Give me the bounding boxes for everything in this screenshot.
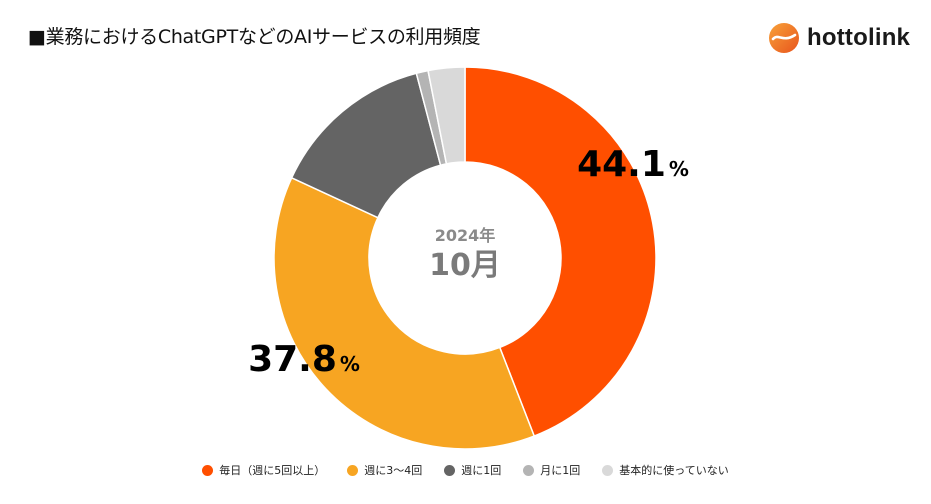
legend-item-not-used: 基本的に使っていない — [602, 462, 729, 478]
legend-label-3-4-per-week: 週に3～4回 — [364, 464, 423, 477]
slice-3-4-per-week — [273, 176, 536, 450]
legend-label-not-used: 基本的に使っていない — [619, 464, 729, 477]
center-month-label: 10月 — [429, 248, 501, 283]
legend-swatch-3-4-per-week — [347, 464, 359, 476]
center-year-label: 2024年 — [435, 226, 496, 245]
legend-item-once-per-month: 月に1回 — [523, 462, 580, 478]
slice-not-used — [427, 66, 466, 165]
data-label-3-4-per-week: 37.8% — [248, 339, 360, 380]
legend-swatch-not-used — [602, 464, 614, 476]
legend-swatch-daily — [202, 464, 214, 476]
legend-swatch-once-per-month — [523, 464, 535, 476]
legend-label-once-per-week: 週に1回 — [461, 464, 502, 477]
legend-item-daily: 毎日（週に5回以上） — [202, 462, 325, 478]
brand: hottolink — [768, 22, 910, 54]
data-label-daily: 44.1% — [577, 144, 689, 185]
data-label-3-4-value: 37.8 — [248, 339, 337, 380]
donut-slices — [273, 66, 657, 450]
data-label-daily-unit: % — [669, 157, 689, 181]
slice-daily — [464, 66, 657, 437]
legend-item-once-per-week: 週に1回 — [444, 462, 501, 478]
legend-label-daily: 毎日（週に5回以上） — [219, 464, 326, 477]
hottolink-logo-icon — [769, 23, 799, 53]
brand-name: hottolink — [807, 24, 911, 51]
data-label-3-4-unit: % — [340, 352, 360, 376]
chart-title: ■業務におけるChatGPTなどのAIサービスの利用頻度 — [28, 26, 481, 48]
legend-item-3-4-per-week: 週に3～4回 — [347, 462, 422, 478]
data-label-daily-value: 44.1 — [577, 144, 666, 185]
legend-swatch-once-per-week — [444, 464, 456, 476]
legend-label-once-per-month: 月に1回 — [540, 464, 581, 477]
legend: 毎日（週に5回以上） 週に3～4回 週に1回 月に1回 基本的に使っていない — [0, 462, 931, 478]
